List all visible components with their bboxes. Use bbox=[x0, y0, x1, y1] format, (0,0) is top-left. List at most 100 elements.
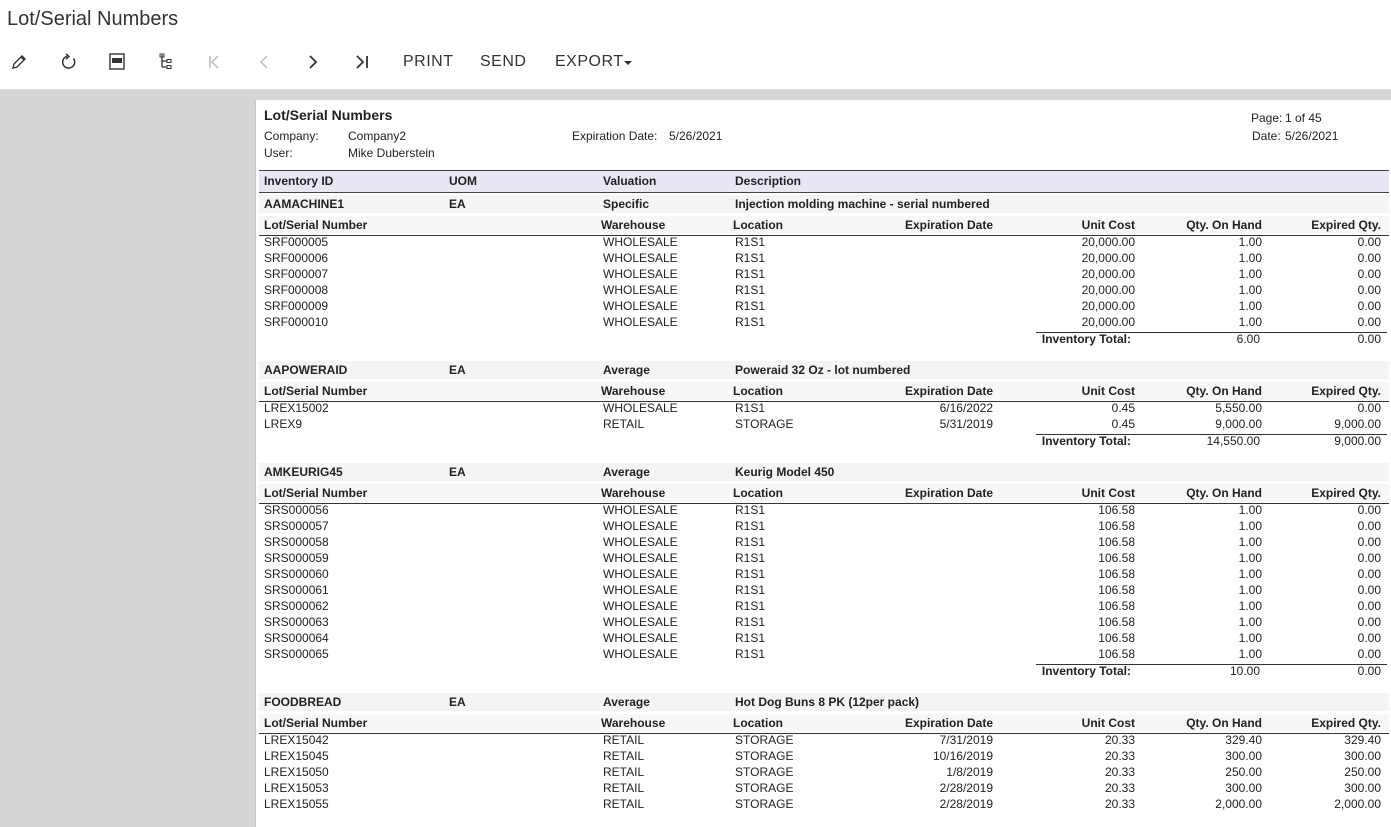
item-band bbox=[259, 693, 1389, 711]
expiration-label: Expiration Date: bbox=[572, 129, 658, 143]
cell-lot: SRF000005 bbox=[264, 235, 329, 249]
refresh-icon[interactable] bbox=[59, 52, 79, 72]
cell-qty: 1.00 bbox=[1238, 535, 1262, 549]
cell-unit-cost: 20.33 bbox=[1104, 733, 1135, 747]
cell-qty: 1.00 bbox=[1238, 583, 1262, 597]
detail-header: Unit Cost bbox=[1081, 218, 1135, 232]
export-caret[interactable] bbox=[623, 58, 633, 68]
cell-expired: 329.40 bbox=[1344, 733, 1381, 747]
cell-qty: 1.00 bbox=[1238, 315, 1262, 329]
detail-header: Expiration Date bbox=[904, 218, 993, 232]
cell-warehouse: WHOLESALE bbox=[603, 551, 678, 565]
cell-location: STORAGE bbox=[735, 797, 794, 811]
detail-header-rule bbox=[259, 503, 1389, 504]
cell-location: R1S1 bbox=[735, 401, 766, 415]
cell-unit-cost: 20,000.00 bbox=[1081, 251, 1135, 265]
cell-location: STORAGE bbox=[735, 781, 794, 795]
cell-unit-cost: 106.58 bbox=[1098, 519, 1135, 533]
cell-warehouse: RETAIL bbox=[603, 749, 645, 763]
cell-lot: SRF000010 bbox=[264, 315, 329, 329]
next-icon[interactable] bbox=[303, 52, 323, 72]
cell-unit-cost: 20.33 bbox=[1104, 749, 1135, 763]
last-icon[interactable] bbox=[352, 52, 372, 72]
first-icon[interactable] bbox=[204, 52, 224, 72]
total-qty: 6.00 bbox=[1236, 332, 1260, 346]
cell-expired: 0.00 bbox=[1357, 251, 1381, 265]
cell-location: R1S1 bbox=[735, 315, 766, 329]
page-label: Page: bbox=[1251, 111, 1283, 125]
cell-unit-cost: 106.58 bbox=[1098, 583, 1135, 597]
edit-icon[interactable] bbox=[9, 52, 29, 72]
cell-unit-cost: 20,000.00 bbox=[1081, 299, 1135, 313]
pdf-icon[interactable] bbox=[107, 52, 127, 72]
tree-icon[interactable] bbox=[156, 52, 176, 72]
cell-location: R1S1 bbox=[735, 567, 766, 581]
total-label: Inventory Total: bbox=[1041, 664, 1131, 678]
cell-lot: SRS000057 bbox=[264, 519, 329, 533]
cell-warehouse: RETAIL bbox=[603, 733, 645, 747]
item-field: EA bbox=[449, 197, 466, 211]
total-expired: 0.00 bbox=[1357, 332, 1381, 346]
cell-lot: LREX15045 bbox=[264, 749, 329, 763]
cell-warehouse: RETAIL bbox=[603, 781, 645, 795]
total-expired: 9,000.00 bbox=[1334, 434, 1381, 448]
cell-expired: 300.00 bbox=[1344, 749, 1381, 763]
detail-header-rule bbox=[259, 401, 1389, 402]
cell-qty: 300.00 bbox=[1225, 781, 1262, 795]
column-header-band bbox=[259, 170, 1389, 193]
detail-header: Unit Cost bbox=[1081, 716, 1135, 730]
print-button[interactable]: PRINT bbox=[403, 53, 454, 70]
cell-expiration: 5/31/2019 bbox=[939, 417, 993, 431]
cell-expired: 300.00 bbox=[1344, 781, 1381, 795]
item-field: EA bbox=[449, 695, 466, 709]
cell-qty: 1.00 bbox=[1238, 299, 1262, 313]
cell-expired: 0.00 bbox=[1357, 267, 1381, 281]
cell-warehouse: WHOLESALE bbox=[603, 283, 678, 297]
item-field: Hot Dog Buns 8 PK (12per pack) bbox=[735, 695, 920, 709]
detail-header: Unit Cost bbox=[1081, 384, 1135, 398]
cell-unit-cost: 0.45 bbox=[1111, 417, 1135, 431]
user: Mike Duberstein bbox=[348, 146, 435, 160]
send-button[interactable]: SEND bbox=[480, 53, 527, 70]
cell-qty: 300.00 bbox=[1225, 749, 1262, 763]
item-field: Average bbox=[603, 465, 650, 479]
cell-location: R1S1 bbox=[735, 647, 766, 661]
company-label: Company: bbox=[264, 129, 319, 143]
cell-warehouse: WHOLESALE bbox=[603, 631, 678, 645]
detail-header: Expired Qty. bbox=[1311, 716, 1381, 730]
cell-expiration: 7/31/2019 bbox=[939, 733, 993, 747]
cell-qty: 1.00 bbox=[1238, 599, 1262, 613]
date: 5/26/2021 bbox=[1285, 129, 1339, 143]
cell-lot: LREX15050 bbox=[264, 765, 329, 779]
cell-expired: 0.00 bbox=[1357, 567, 1381, 581]
cell-location: R1S1 bbox=[735, 615, 766, 629]
detail-header: Qty. On Hand bbox=[1186, 716, 1262, 730]
cell-unit-cost: 106.58 bbox=[1098, 615, 1135, 629]
cell-qty: 1.00 bbox=[1238, 647, 1262, 661]
cell-expired: 0.00 bbox=[1357, 599, 1381, 613]
cell-lot: LREX15002 bbox=[264, 401, 329, 415]
cell-warehouse: RETAIL bbox=[603, 765, 645, 779]
cell-warehouse: RETAIL bbox=[603, 417, 645, 431]
cell-location: STORAGE bbox=[735, 417, 794, 431]
cell-warehouse: WHOLESALE bbox=[603, 519, 678, 533]
cell-location: R1S1 bbox=[735, 235, 766, 249]
cell-expired: 0.00 bbox=[1357, 283, 1381, 297]
expiration: 5/26/2021 bbox=[669, 129, 723, 143]
cell-unit-cost: 20,000.00 bbox=[1081, 315, 1135, 329]
cell-lot: LREX9 bbox=[264, 417, 303, 431]
cell-qty: 1.00 bbox=[1238, 267, 1262, 281]
cell-warehouse: WHOLESALE bbox=[603, 615, 678, 629]
item-field: Keurig Model 450 bbox=[735, 465, 835, 479]
prev-icon[interactable] bbox=[254, 52, 274, 72]
cell-expiration: 2/28/2019 bbox=[939, 797, 993, 811]
cell-expiration: 10/16/2019 bbox=[932, 749, 993, 763]
cell-location: STORAGE bbox=[735, 765, 794, 779]
export-button[interactable]: EXPORT bbox=[555, 53, 624, 70]
cell-warehouse: WHOLESALE bbox=[603, 583, 678, 597]
cell-location: STORAGE bbox=[735, 749, 794, 763]
detail-header: Expired Qty. bbox=[1311, 486, 1381, 500]
cell-lot: SRS000063 bbox=[264, 615, 329, 629]
cell-lot: SRS000065 bbox=[264, 647, 329, 661]
